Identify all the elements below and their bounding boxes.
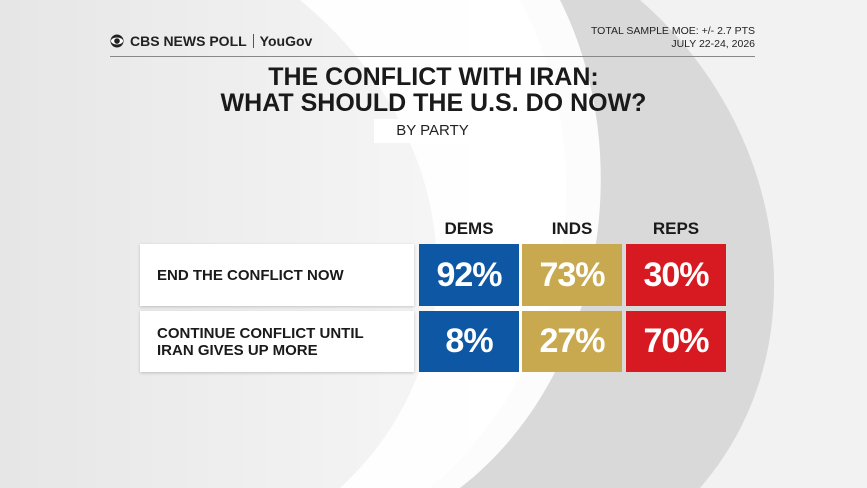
cell: 27%: [522, 311, 622, 372]
cell: 70%: [626, 311, 726, 372]
row-label-line: CONTINUE CONFLICT UNTIL: [157, 324, 364, 342]
cell: 92%: [419, 244, 519, 306]
cell: 30%: [626, 244, 726, 306]
column-header: REPS: [652, 219, 700, 238]
row-label: CONTINUE CONFLICT UNTIL IRAN GIVES UP MO…: [140, 311, 414, 372]
cell: 8%: [419, 311, 519, 372]
row-label-line: END THE CONFLICT NOW: [157, 266, 344, 284]
title: THE CONFLICT WITH IRAN: WHAT SHOULD THE …: [0, 64, 867, 116]
brand-name: CBS NEWS POLL: [130, 33, 247, 49]
title-line: WHAT SHOULD THE U.S. DO NOW?: [220, 89, 647, 117]
separator: [252, 34, 254, 48]
cbs-eye-logo: [110, 34, 124, 48]
brand: CBS NEWS POLL YouGov: [110, 33, 312, 49]
title-line: THE CONFLICT WITH IRAN:: [268, 63, 599, 91]
moe: TOTAL SAMPLE MOE: +/- 2.7 PTS: [590, 25, 755, 37]
partner: YouGov: [259, 33, 313, 49]
row-label-line: IRAN GIVES UP MORE: [157, 341, 318, 359]
column-header: INDS: [551, 219, 593, 238]
rule: [110, 56, 755, 57]
cell: 73%: [522, 244, 622, 306]
moe-block: TOTAL SAMPLE MOE: +/- 2.7 PTS JULY 22-24…: [591, 25, 755, 51]
subtitle: BY PARTY: [374, 119, 491, 143]
column-header: DEMS: [444, 219, 494, 238]
row-label: END THE CONFLICT NOW: [140, 244, 414, 306]
dates: JULY 22-24, 2026: [671, 38, 755, 50]
